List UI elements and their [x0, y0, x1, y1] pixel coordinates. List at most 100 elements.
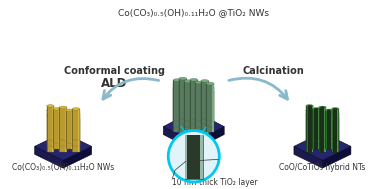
Bar [179, 80, 181, 121]
Ellipse shape [195, 89, 203, 92]
Bar [319, 112, 320, 146]
Ellipse shape [179, 81, 187, 84]
Bar [201, 89, 208, 129]
Bar [318, 113, 319, 149]
Ellipse shape [47, 105, 54, 107]
Ellipse shape [314, 112, 318, 114]
Bar [327, 115, 331, 150]
Bar [324, 116, 326, 152]
Ellipse shape [201, 84, 208, 87]
Bar [78, 113, 79, 146]
Bar [60, 112, 67, 146]
Bar [195, 91, 203, 132]
Bar [179, 84, 181, 127]
Bar [71, 110, 73, 143]
Bar [320, 108, 325, 141]
Bar [337, 109, 339, 140]
Bar [206, 84, 207, 121]
Bar [331, 110, 332, 143]
Polygon shape [163, 127, 194, 150]
Bar [331, 113, 339, 146]
Polygon shape [35, 132, 92, 160]
Bar [319, 116, 320, 152]
Polygon shape [194, 127, 224, 150]
Bar [331, 109, 333, 140]
Ellipse shape [308, 110, 312, 111]
Bar [306, 115, 313, 152]
Bar [52, 115, 54, 152]
Bar [58, 113, 60, 149]
Bar [179, 83, 180, 124]
Bar [319, 116, 326, 152]
Bar [179, 88, 181, 132]
Bar [311, 115, 313, 152]
Bar [325, 110, 333, 143]
Ellipse shape [331, 116, 339, 119]
Bar [324, 107, 326, 140]
Bar [52, 110, 54, 146]
Bar [184, 90, 185, 132]
Ellipse shape [179, 90, 187, 93]
Bar [190, 92, 198, 135]
Bar [60, 116, 67, 152]
Bar [206, 88, 214, 127]
Bar [179, 87, 180, 129]
Ellipse shape [206, 86, 214, 89]
Bar [184, 85, 192, 127]
Bar [190, 81, 192, 121]
Bar [196, 84, 197, 124]
Ellipse shape [190, 91, 198, 94]
Bar [72, 113, 73, 146]
Bar [207, 81, 208, 119]
Ellipse shape [327, 110, 331, 111]
Bar [72, 109, 80, 140]
Bar [319, 107, 326, 140]
Ellipse shape [66, 113, 73, 116]
Ellipse shape [173, 83, 181, 86]
Ellipse shape [72, 108, 80, 110]
Ellipse shape [333, 112, 337, 114]
Bar [333, 118, 337, 153]
Ellipse shape [201, 92, 208, 95]
Ellipse shape [173, 79, 181, 81]
Ellipse shape [312, 112, 320, 115]
Bar [66, 115, 67, 149]
Bar [314, 109, 318, 144]
Ellipse shape [306, 109, 313, 112]
Ellipse shape [201, 80, 208, 82]
Bar [190, 84, 191, 124]
Bar [312, 113, 320, 149]
Polygon shape [322, 146, 351, 168]
Bar [190, 90, 192, 132]
Bar [306, 106, 313, 140]
Bar [173, 80, 175, 121]
Bar [196, 88, 197, 129]
Bar [311, 110, 313, 146]
Bar [179, 91, 180, 135]
Bar [184, 81, 192, 121]
Bar [52, 106, 54, 140]
Bar [190, 92, 191, 135]
Bar [184, 85, 185, 127]
Ellipse shape [190, 78, 198, 81]
Ellipse shape [184, 80, 192, 83]
Bar [306, 110, 313, 146]
Bar [47, 115, 54, 152]
Bar [212, 84, 213, 121]
Bar [312, 109, 320, 143]
Bar [72, 118, 73, 152]
Bar [308, 111, 312, 147]
Bar [190, 84, 198, 124]
Ellipse shape [320, 107, 325, 108]
Bar [185, 136, 202, 179]
Polygon shape [294, 132, 351, 160]
Bar [200, 136, 202, 179]
Bar [196, 92, 197, 135]
Ellipse shape [53, 112, 60, 115]
Ellipse shape [179, 77, 187, 80]
Bar [190, 88, 198, 129]
Ellipse shape [179, 86, 187, 88]
Bar [201, 94, 208, 135]
Ellipse shape [173, 87, 181, 90]
Bar [47, 115, 48, 152]
